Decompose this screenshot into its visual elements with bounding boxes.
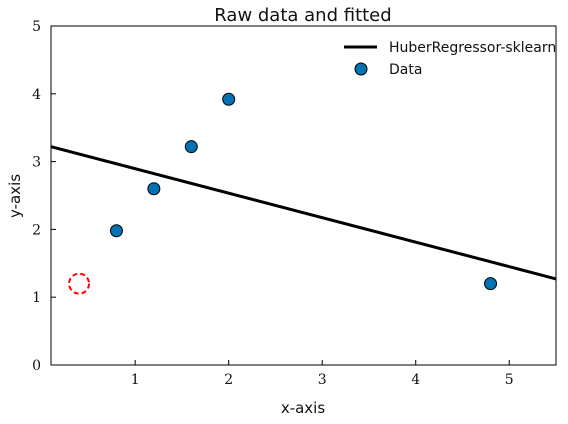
data-points-layer — [109, 92, 498, 291]
y-tick-label: 5 — [32, 19, 41, 35]
axis-ticks: 1 2 3 4 5 0 1 2 3 4 5 — [32, 19, 514, 388]
legend-marker-swatch — [354, 62, 368, 76]
fit-line-layer — [50, 145, 557, 281]
data-point — [484, 277, 498, 291]
legend-label-fit: HuberRegressor-sklearn — [389, 40, 556, 56]
data-point — [222, 92, 236, 106]
y-tick-label: 2 — [32, 222, 41, 238]
legend: HuberRegressor-sklearn Data — [344, 40, 556, 78]
y-axis-label: y-axis — [6, 174, 24, 218]
legend-label-data: Data — [389, 62, 422, 78]
chart-title: Raw data and fitted — [214, 5, 391, 26]
data-point — [184, 140, 198, 154]
y-tick-label: 1 — [32, 290, 41, 306]
y-tick-label: 3 — [32, 155, 41, 171]
annotation-layer — [68, 272, 91, 295]
y-tick-label: 4 — [32, 87, 41, 103]
outlier-marker — [68, 272, 91, 295]
data-point — [109, 224, 123, 238]
x-tick-label: 4 — [411, 372, 420, 388]
x-tick-label: 2 — [224, 372, 233, 388]
x-tick-label: 5 — [505, 372, 514, 388]
huber-fit-line — [50, 145, 557, 281]
plot-area — [50, 25, 557, 366]
data-point — [147, 182, 161, 196]
y-tick-label: 0 — [32, 358, 41, 374]
x-tick-label: 3 — [318, 372, 327, 388]
x-axis-label: x-axis — [281, 399, 326, 417]
x-tick-label: 1 — [131, 372, 140, 388]
